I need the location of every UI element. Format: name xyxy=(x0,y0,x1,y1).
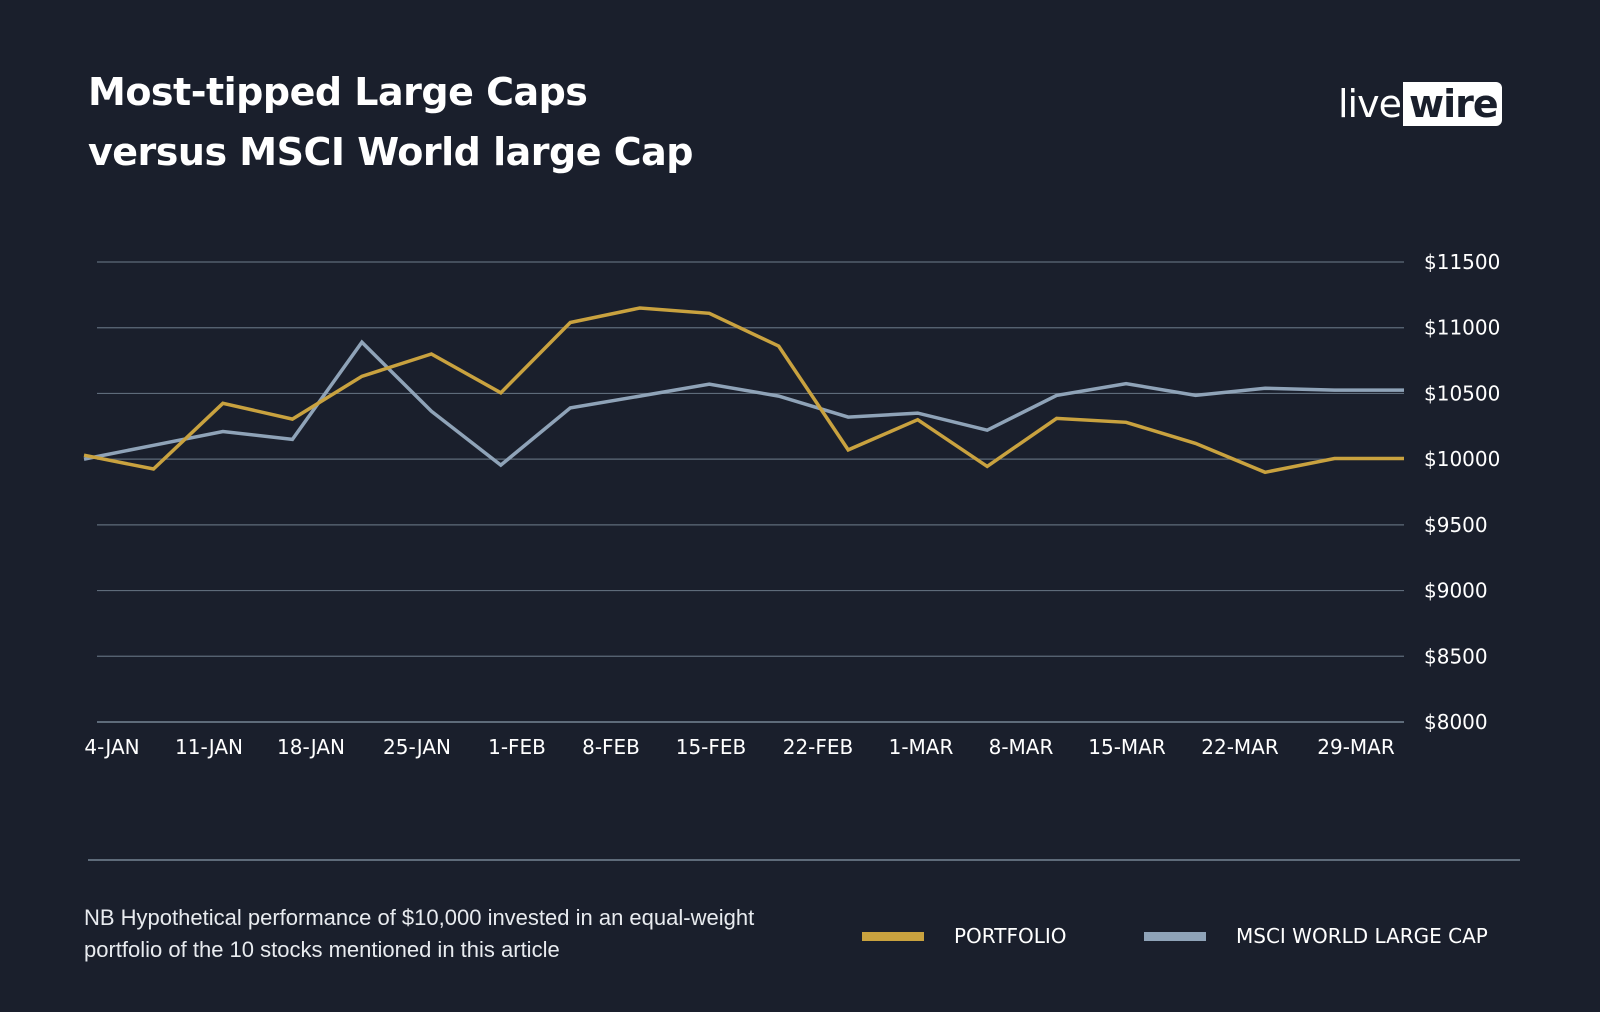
footnote: NB Hypothetical performance of $10,000 i… xyxy=(84,905,755,962)
y-tick-label: $11500 xyxy=(1424,250,1500,274)
logo-live-text: live xyxy=(1338,82,1402,126)
footer-divider xyxy=(88,859,1520,861)
x-tick-label: 22-FEB xyxy=(783,735,854,759)
x-tick-label: 8-MAR xyxy=(989,735,1054,759)
x-tick-label: 1-FEB xyxy=(488,735,546,759)
y-tick-label: $9500 xyxy=(1424,513,1488,537)
livewire-logo: live wire xyxy=(1338,82,1502,126)
y-tick-label: $9000 xyxy=(1424,579,1488,603)
logo-wire-text: wire xyxy=(1402,82,1502,126)
y-axis-ticks: $11500 $11000 $10500 $10000 $9500 $9000 $8500 $… xyxy=(1424,250,1500,734)
chart-title: Most-tipped Large Caps versus MSCI World… xyxy=(88,62,693,182)
x-tick-label: 1-MAR xyxy=(889,735,954,759)
title-line-1: Most-tipped Large Caps xyxy=(88,70,588,114)
legend-item-msci: MSCI WORLD LARGE CAP xyxy=(1144,924,1488,948)
legend-label-msci: MSCI WORLD LARGE CAP xyxy=(1236,924,1488,948)
legend-swatch-msci xyxy=(1144,931,1206,941)
y-tick-label: $8000 xyxy=(1424,710,1488,734)
line-chart: $11500 $11000 $10500 $10000 $9500 $9000 $8500 $… xyxy=(83,250,1500,759)
y-tick-label: $11000 xyxy=(1424,316,1500,340)
title-line-2: versus MSCI World large Cap xyxy=(88,130,693,174)
x-tick-label: 8-FEB xyxy=(582,735,640,759)
legend-item-portfolio: PORTFOLIO xyxy=(862,924,1067,948)
x-tick-label: 4-JAN xyxy=(84,735,139,759)
legend-label-portfolio: PORTFOLIO xyxy=(954,924,1067,948)
y-tick-label: $8500 xyxy=(1424,644,1488,668)
x-tick-label: 15-MAR xyxy=(1088,735,1166,759)
x-tick-label: 22-MAR xyxy=(1201,735,1279,759)
x-tick-label: 11-JAN xyxy=(175,735,243,759)
series-line-portfolio xyxy=(83,306,1404,475)
x-tick-label: 18-JAN xyxy=(277,735,345,759)
gridlines xyxy=(97,261,1404,723)
x-tick-label: 25-JAN xyxy=(383,735,451,759)
x-axis-ticks: 4-JAN 11-JAN 18-JAN 25-JAN 1-FEB 8-FEB 15-FEB 2… xyxy=(84,735,1394,759)
y-tick-label: $10500 xyxy=(1424,381,1500,405)
legend-swatch-portfolio xyxy=(862,931,924,941)
series-lines xyxy=(83,306,1404,475)
y-tick-label: $10000 xyxy=(1424,447,1500,471)
series-line-msci-world-large-cap xyxy=(83,339,1404,468)
x-tick-label: 29-MAR xyxy=(1317,735,1395,759)
x-tick-label: 15-FEB xyxy=(676,735,747,759)
